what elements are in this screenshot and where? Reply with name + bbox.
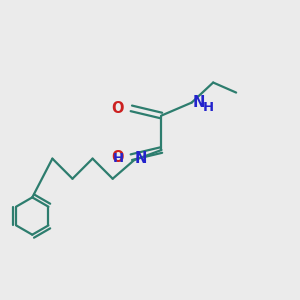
Text: H: H [113, 152, 124, 165]
Text: O: O [112, 101, 124, 116]
Text: H: H [202, 101, 214, 114]
Text: N: N [135, 151, 147, 166]
Text: O: O [112, 150, 124, 165]
Text: N: N [193, 95, 206, 110]
